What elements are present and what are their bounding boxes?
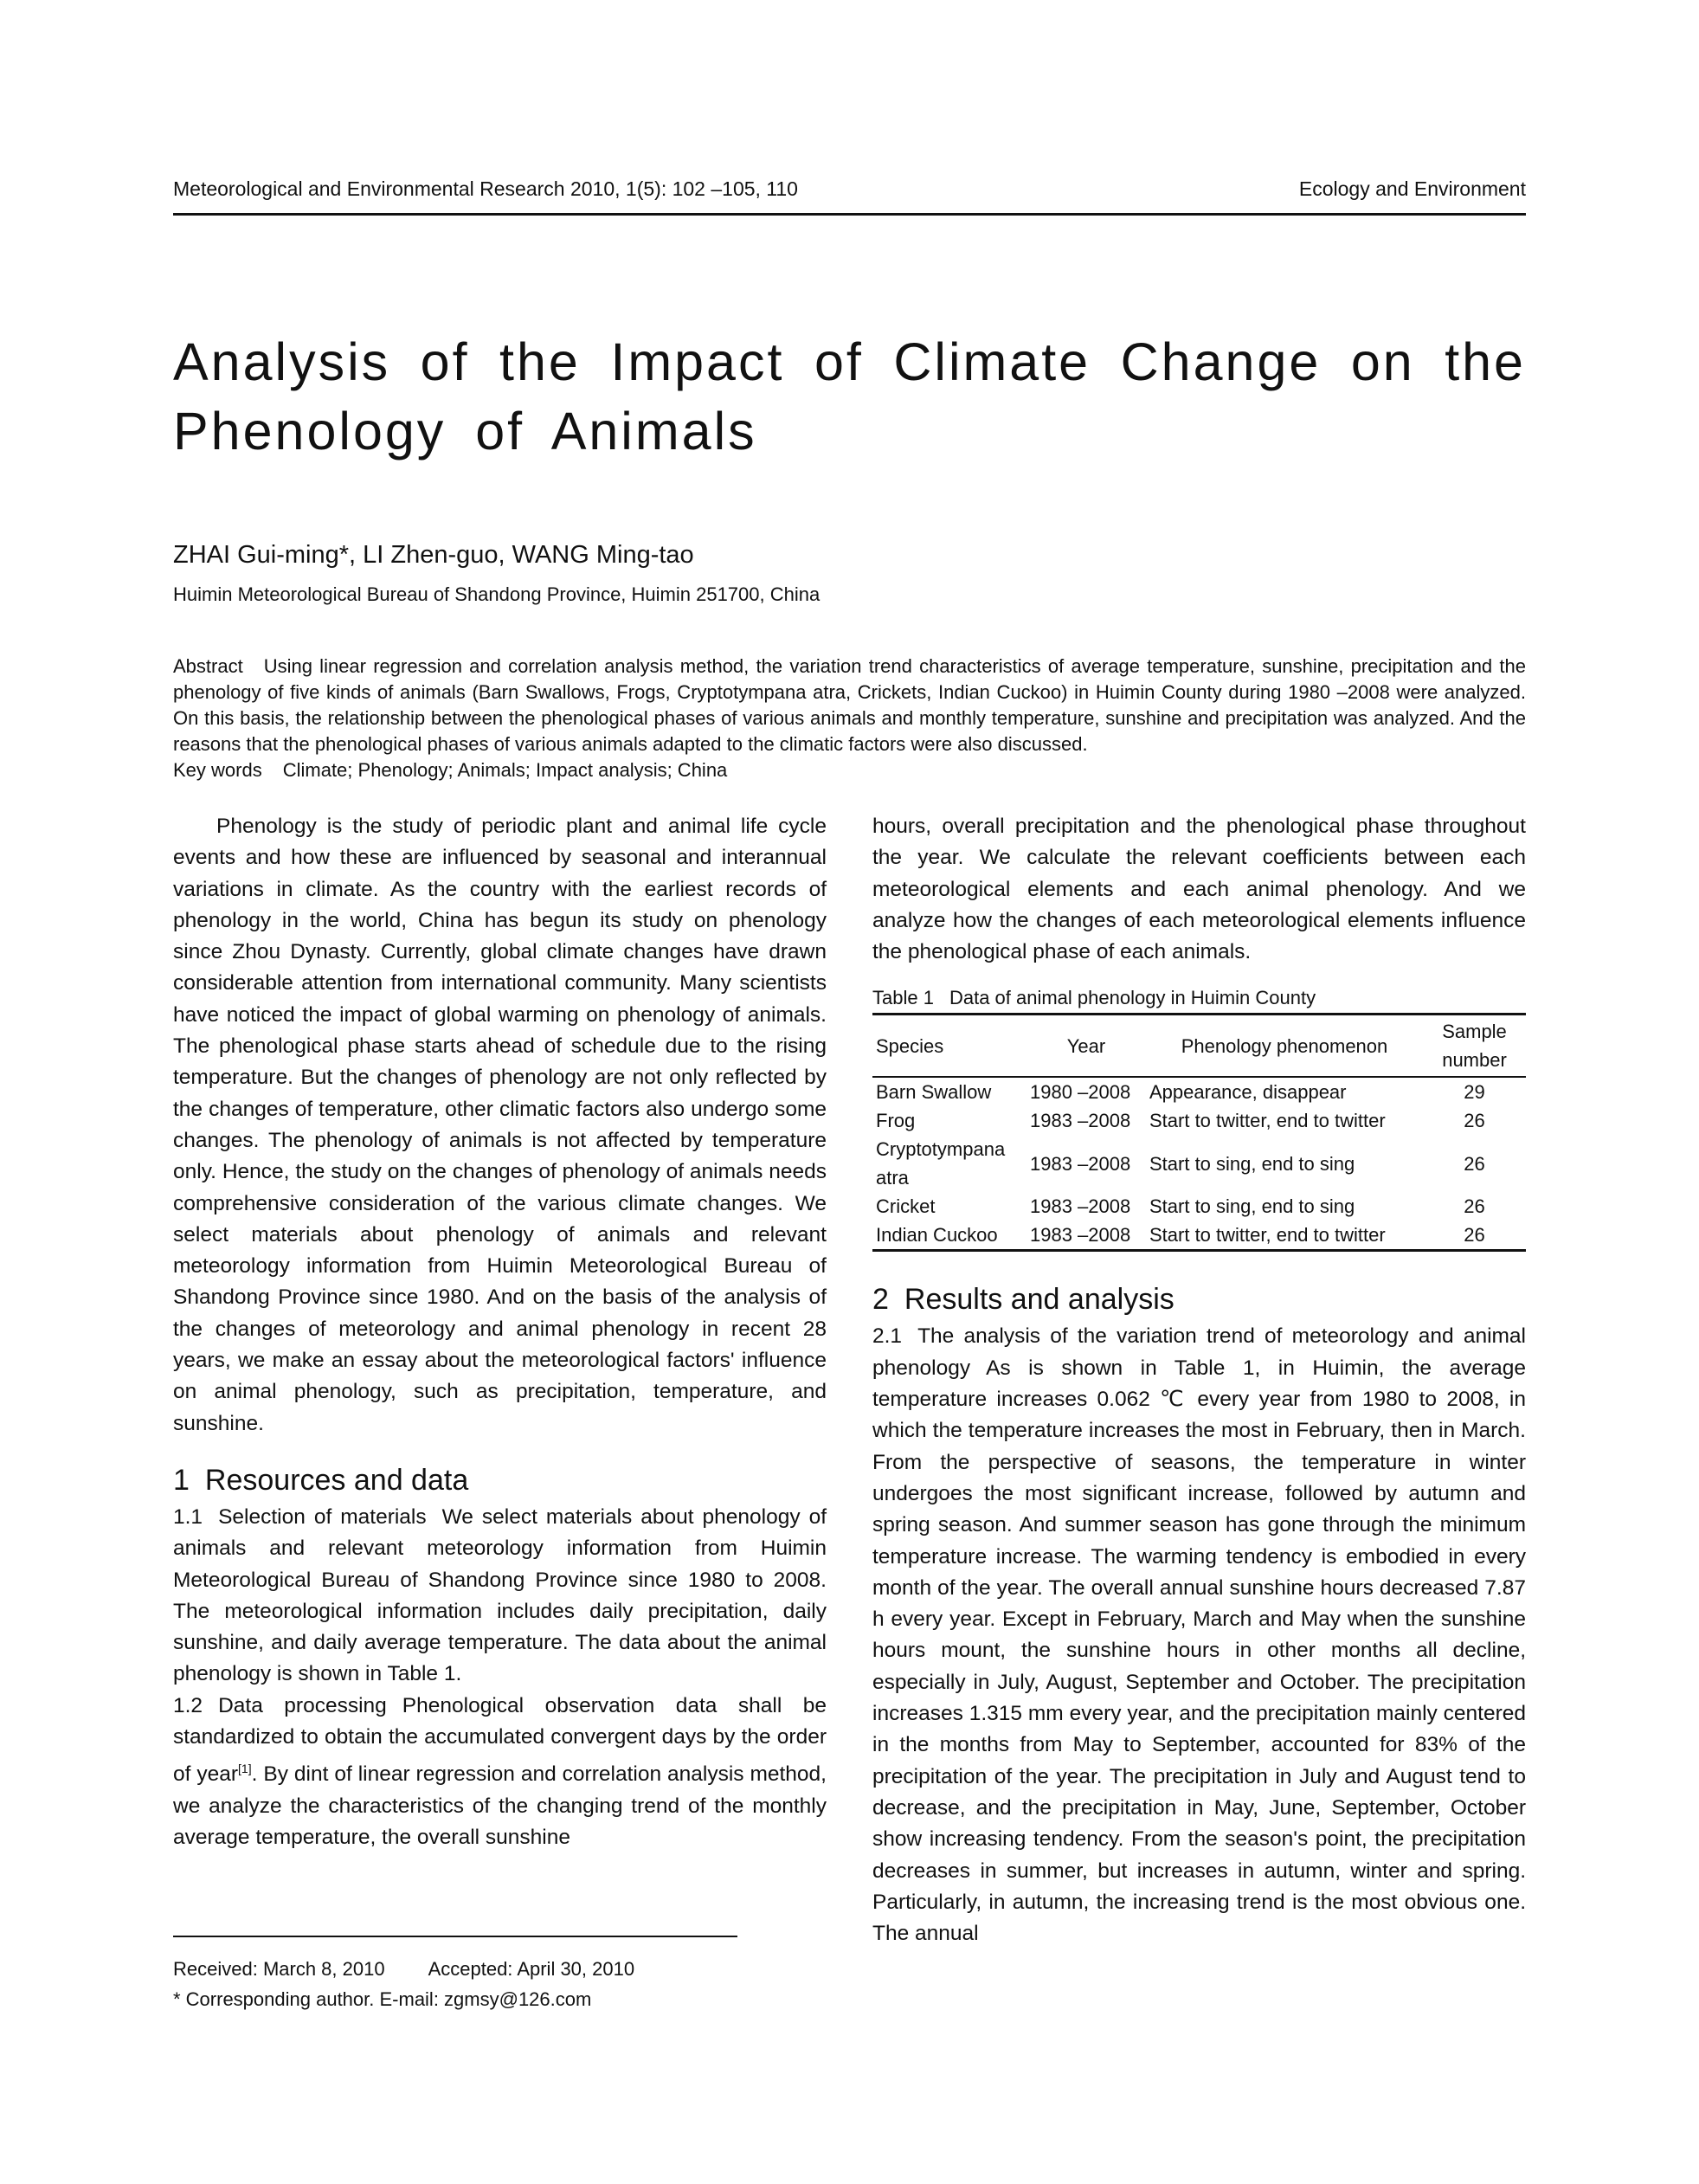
cell-sample: 26 [1464,1195,1485,1218]
subsection-title: Data processing [218,1693,387,1717]
cell-species: Cryptotympana atra [876,1138,1006,1189]
header-phenomenon: Phenology phenomenon [1181,1034,1388,1057]
section-1-2: 1.2 Data processing Phenological observati… [173,1691,827,1854]
citation-ref: [1] [238,1762,252,1776]
abstract-text: Using linear regression and correlation … [173,655,1526,755]
subsection-text: As is shown in Table 1, in Huimin, the a… [872,1356,1526,1946]
subsection-text-cont: . By dint of linear regression and corre… [173,1762,827,1850]
subsection-number: 2.1 [872,1324,903,1349]
cell-year: 1983 –2008 [1030,1195,1131,1218]
cell-sample: 26 [1464,1110,1485,1132]
header-rule [173,213,1526,216]
section-1-heading: 1 Resources and data [173,1459,827,1502]
table-label: Table 1 [872,987,934,1009]
cell-species: Frog [876,1110,916,1132]
table-header-row: Species Year Phenology phenomenon Sample… [872,1014,1526,1078]
cell-species: Cricket [876,1195,936,1218]
section-number: 2 [872,1283,889,1317]
cell-species: Barn Swallow [876,1081,992,1104]
cell-phenomenon: Appearance, disappear [1149,1081,1347,1104]
accepted-date: Accepted: April 30, 2010 [428,1958,635,1980]
cell-phenomenon: Start to twitter, end to twitter [1149,1110,1386,1132]
footnote-dates: Received: March 8, 2010 Accepted: April 3… [173,1958,634,1981]
section-2-heading: 2 Results and analysis [872,1278,1526,1321]
authors: ZHAI Gui-ming*, LI Zhen-guo, WANG Ming-t… [173,541,694,569]
table-row: Indian Cuckoo 1983 –2008 Start to twitter,… [872,1221,1526,1251]
table-caption: Table 1 Data of animal phenology in Huimi… [872,983,1526,1013]
section-title: Resources and data [204,1463,469,1497]
subsection-number: 1.2 [173,1693,203,1717]
header-year: Year [1066,1034,1106,1057]
received-date: Received: March 8, 2010 [173,1958,385,1980]
table-caption-text: Data of animal phenology in Huimin Count… [949,987,1316,1009]
cell-sample: 26 [1464,1224,1485,1247]
cell-sample: 29 [1464,1081,1485,1104]
cell-species: Indian Cuckoo [876,1224,998,1247]
section-title: Results and analysis [904,1283,1174,1317]
table-row: Cryptotympana atra 1983 –2008 Start to sin… [872,1135,1526,1192]
subsection-text: Phenological observation data shall be s… [173,1693,827,1787]
section-label: Ecology and Environment [1298,177,1526,200]
section-number: 1 [173,1463,190,1497]
subsection-number: 1.1 [173,1504,203,1529]
paper-title: Analysis of the Impact of Climate Change… [173,332,1526,461]
cell-phenomenon: Start to twitter, end to twitter [1149,1224,1386,1247]
header-species: Species [876,1034,944,1057]
right-column: hours, overall precipitation and the phe… [872,811,1526,1949]
cell-year: 1983 –2008 [1030,1110,1131,1132]
cell-phenomenon: Start to sing, end to sing [1149,1195,1355,1218]
abstract-label: Abstract [173,655,243,677]
cell-year: 1980 –2008 [1030,1081,1131,1104]
intro-paragraph: Phenology is the study of periodic plant… [173,815,827,1435]
footnote-rule [173,1936,737,1937]
keywords-label: Key words [173,759,262,781]
continued-paragraph: hours, overall precipitation and the phe… [872,815,1526,964]
table-row: Cricket 1983 –2008 Start to sing, end to s… [872,1192,1526,1221]
section-2-1: 2.1 The analysis of the variation trend o… [872,1321,1526,1949]
subsection-title: Selection of materials [218,1504,427,1529]
cell-year: 1983 –2008 [1030,1224,1131,1247]
abstract: Abstract Using linear regression and corr… [173,654,1526,757]
table-row: Barn Swallow 1980 –2008 Appearance, disapp… [872,1077,1526,1106]
cell-year: 1983 –2008 [1030,1152,1131,1175]
cell-sample: 26 [1464,1152,1485,1175]
affiliation: Huimin Meteorological Bureau of Shandong… [173,583,821,605]
phenology-table: Species Year Phenology phenomenon Sample… [872,1013,1526,1252]
section-1-1: 1.1 Selection of materials We select mater… [173,1502,827,1691]
journal-citation: Meteorological and Environmental Researc… [173,177,798,200]
corresponding-author: * Corresponding author. E-mail: zgmsy@12… [173,1988,592,2010]
subsection-text: We select materials about phenology of a… [173,1504,827,1686]
cell-phenomenon: Start to sing, end to sing [1149,1152,1355,1175]
table-row: Frog 1983 –2008 Start to twitter, end to t… [872,1106,1526,1135]
header-sample: Sample number [1442,1021,1507,1072]
keywords: Key words Climate; Phenology; Animals; Im… [173,759,727,782]
keywords-text: Climate; Phenology; Animals; Impact anal… [282,759,728,781]
left-column: Phenology is the study of periodic plant… [173,811,827,1853]
subsection-title: The analysis of the variation trend of m… [872,1324,1526,1380]
